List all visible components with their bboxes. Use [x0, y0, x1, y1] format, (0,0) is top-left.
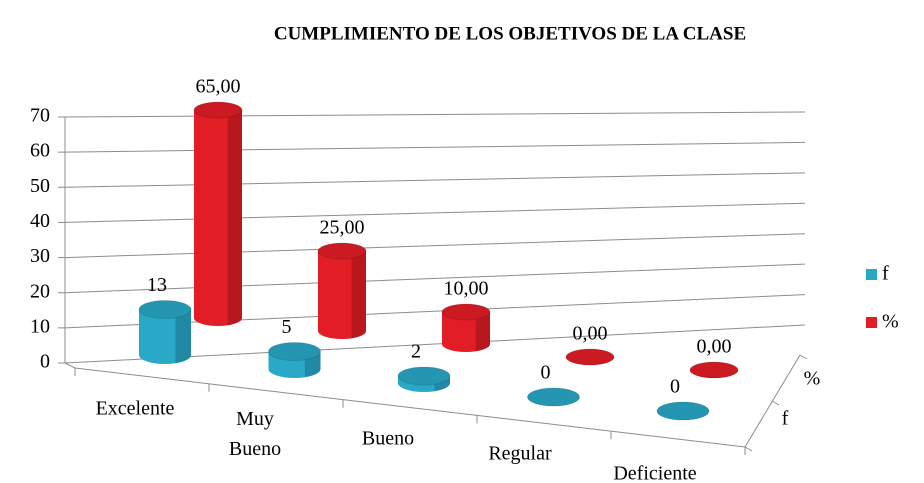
bar — [656, 401, 710, 421]
x-tick-label: Regular — [488, 443, 552, 465]
bar-top-shade — [566, 349, 614, 365]
depth-tick — [799, 354, 808, 360]
data-label: 13 — [147, 274, 167, 296]
depth-label: f — [782, 408, 789, 430]
grid-line — [64, 233, 806, 259]
data-label: 65,00 — [196, 76, 241, 98]
grid-line — [64, 263, 806, 294]
bar-top — [565, 348, 615, 366]
data-label: 0 — [670, 376, 680, 398]
bar-top — [656, 401, 710, 421]
bar-body — [318, 251, 366, 339]
bar-top-shade — [690, 362, 738, 378]
bar-top-shade — [139, 300, 191, 319]
bar-top-shade — [194, 102, 242, 118]
bar-body — [442, 312, 490, 352]
bar — [138, 300, 192, 364]
bar — [527, 387, 580, 407]
y-tick-label: 70 — [30, 105, 50, 127]
bar — [193, 101, 243, 326]
bar-top-shade — [318, 243, 366, 259]
y-tick-label: 60 — [30, 140, 50, 162]
bar-top — [527, 387, 580, 407]
x-tick-label: Excelente — [96, 398, 175, 420]
bar-top — [397, 366, 451, 386]
bar-top — [441, 303, 491, 321]
bar-shade — [175, 309, 191, 364]
bar-body — [139, 309, 191, 364]
data-label: 0,00 — [573, 323, 608, 345]
bar-top — [193, 101, 243, 119]
bar-top — [268, 342, 321, 361]
bar-top-shade — [527, 388, 580, 406]
bar-top-shade — [268, 342, 321, 361]
data-label: 0,00 — [697, 336, 732, 358]
chart-title: CUMPLIMIENTO DE LOS OBJETIVOS DE LA CLAS… — [274, 23, 746, 44]
bar-shade — [475, 312, 490, 352]
data-label: 25,00 — [320, 217, 365, 239]
depth-tick — [744, 446, 753, 452]
bar — [441, 303, 491, 352]
bar — [268, 342, 321, 378]
data-label: 0 — [541, 362, 551, 384]
y-tick-label: 40 — [30, 210, 50, 232]
legend-label: % — [882, 311, 899, 333]
bar-top — [317, 242, 367, 260]
bar-top — [689, 361, 739, 379]
data-label: 2 — [411, 341, 421, 363]
bar-top-shade — [442, 304, 490, 320]
bar-body — [194, 110, 242, 326]
legend-swatch — [866, 269, 877, 280]
x-tick-label: Bueno — [362, 428, 414, 450]
y-tick-label: 50 — [30, 175, 50, 197]
legend-label: f — [882, 263, 889, 285]
data-label: 10,00 — [444, 278, 489, 300]
grid-line — [64, 111, 806, 118]
x-tick-label: Deficiente — [613, 463, 696, 483]
grid-line — [64, 172, 806, 188]
y-tick-label: 20 — [30, 280, 50, 302]
y-tick-label: 0 — [40, 351, 50, 373]
y-tick-label: 30 — [30, 245, 50, 267]
bar-top-shade — [398, 367, 450, 385]
bar-shade — [351, 251, 366, 339]
grid-line — [64, 202, 806, 223]
y-tick-label: 10 — [30, 315, 50, 337]
depth-label: % — [804, 368, 821, 390]
bar-top-shade — [657, 402, 709, 420]
bar — [397, 366, 451, 392]
depth-tick — [771, 400, 780, 406]
bar-shade — [227, 110, 242, 326]
grid-line — [64, 141, 806, 153]
bar-top — [138, 300, 192, 319]
legend-swatch — [866, 317, 877, 328]
x-tick-label: Muy Bueno — [229, 408, 281, 460]
bar — [689, 361, 739, 379]
data-label: 5 — [282, 316, 292, 338]
bar — [317, 242, 367, 339]
bar — [565, 348, 615, 366]
